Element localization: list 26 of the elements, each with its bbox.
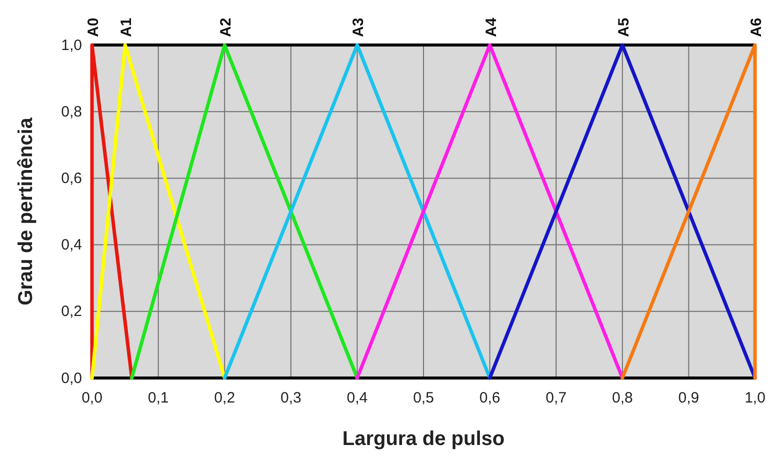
y-tick-label: 0,6 xyxy=(61,170,82,187)
x-tick-label: 0,4 xyxy=(346,390,368,407)
y-axis-title: Grau de pertinência xyxy=(15,116,37,306)
text: A2 xyxy=(218,18,235,37)
x-tick-label: 0,9 xyxy=(678,390,700,407)
text: A5 xyxy=(615,18,632,37)
x-tick-label: 0,6 xyxy=(479,390,500,407)
text: A6 xyxy=(748,18,765,37)
x-tick-label: 0,7 xyxy=(546,390,567,407)
x-tick-label: 1,0 xyxy=(744,390,766,407)
x-tick-label: 0,5 xyxy=(413,390,434,407)
y-tick-label: 0,4 xyxy=(61,236,82,254)
x-tick-label: 0,3 xyxy=(280,390,302,407)
text: A3 xyxy=(350,18,368,37)
x-tick-label: 0,2 xyxy=(214,390,236,407)
y-tick-label: 0,0 xyxy=(61,370,82,387)
x-tick-label: 0,8 xyxy=(612,390,633,407)
x-tick-label: 0,1 xyxy=(148,390,169,407)
text: A1 xyxy=(118,18,136,37)
x-tick-label: 0,0 xyxy=(82,390,102,407)
text: A4 xyxy=(482,17,500,37)
y-tick-label: 1,0 xyxy=(61,36,82,54)
x-axis-title: Largura de pulso xyxy=(342,428,505,450)
y-tick-label: 0,2 xyxy=(61,303,82,320)
text: A0 xyxy=(85,18,102,37)
y-tick-label: 0,8 xyxy=(61,103,82,120)
